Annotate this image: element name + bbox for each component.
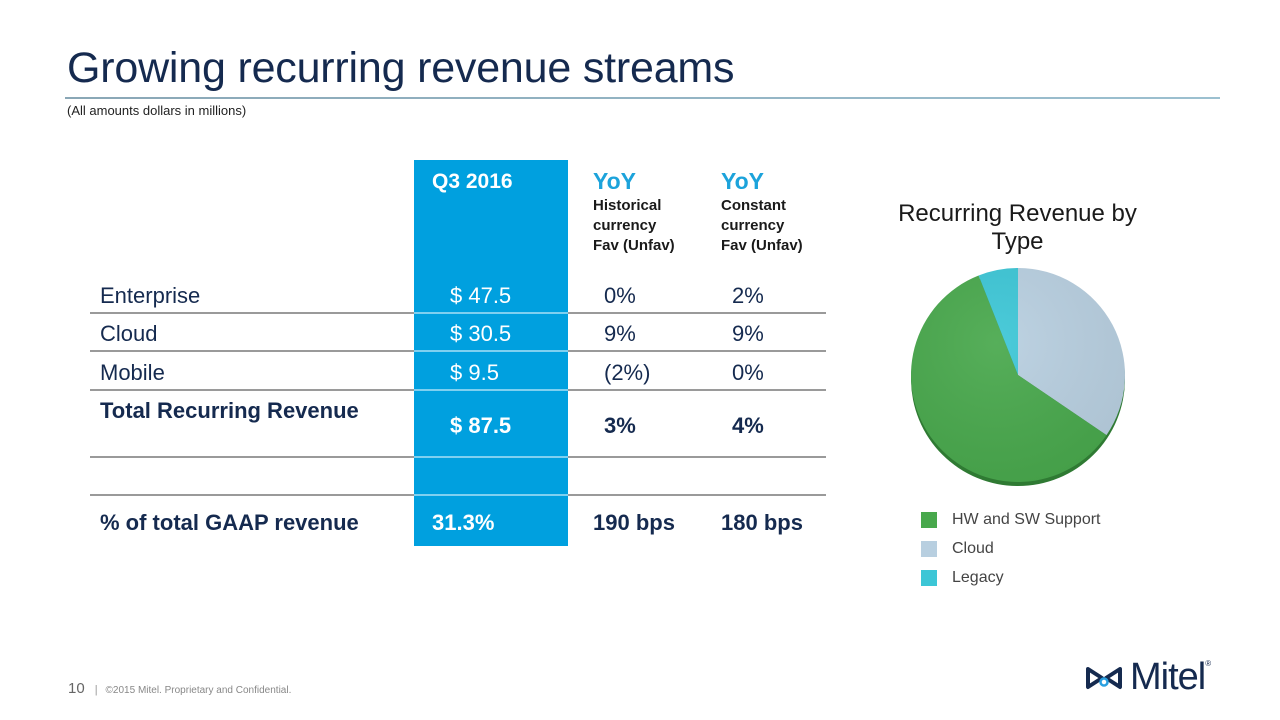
row-label: Mobile (100, 360, 165, 385)
footer-separator: | (94, 684, 98, 696)
row-divider (90, 312, 826, 314)
row-divider (90, 350, 826, 352)
title-divider (65, 97, 1220, 99)
row-label: % of total GAAP revenue (100, 510, 359, 535)
q3-highlight-column (414, 160, 568, 546)
legend-label: HW and SW Support (952, 510, 1101, 528)
legend-item: HW and SW Support (921, 505, 1101, 534)
header-sub-line: Historical (593, 197, 662, 214)
row-divider (90, 494, 826, 496)
legend-swatch (921, 569, 937, 586)
header-yoy-historical-sub: Historical currency Fav (Unfav) (593, 196, 675, 256)
row-label: Cloud (100, 321, 158, 346)
row-yoy-constant: 0% (732, 360, 764, 385)
slide-subtitle: (All amounts dollars in millions) (67, 103, 247, 118)
legend-item: Legacy (921, 563, 1101, 592)
legend-label: Legacy (952, 568, 1004, 586)
pie-chart (910, 268, 1125, 486)
footer: 10 | ©2015 Mitel. Proprietary and Confiden… (68, 680, 291, 697)
row-yoy-constant: 4% (732, 413, 764, 438)
header-yoy-constant-sub: Constant currency Fav (Unfav) (721, 196, 803, 256)
pie-shading (911, 268, 1125, 482)
row-divider-highlight (414, 350, 568, 352)
header-sub-line: Fav (Unfav) (593, 237, 675, 254)
header-yoy-historical: YoY (593, 168, 637, 194)
row-yoy-constant: 2% (732, 283, 764, 308)
header-sub-line: Constant (721, 197, 786, 214)
row-yoy-constant: 180 bps (721, 510, 803, 535)
mitel-wordmark: Mitel (1130, 656, 1206, 698)
row-divider-highlight (414, 389, 568, 391)
row-value: $ 9.5 (450, 360, 499, 385)
header-sub-line: currency (593, 217, 657, 234)
legend-label: Cloud (952, 539, 994, 557)
page-number: 10 (68, 680, 85, 697)
row-value: $ 87.5 (450, 413, 512, 438)
slide-title: Growing recurring revenue streams (67, 44, 735, 92)
row-yoy-historical: 190 bps (593, 510, 675, 535)
chart-title: Recurring Revenue by Type (898, 200, 1137, 255)
row-divider (90, 389, 826, 391)
row-value: $ 30.5 (450, 321, 512, 346)
row-yoy-historical: 3% (604, 413, 636, 438)
mitel-logo: Mitel ® (1084, 656, 1211, 699)
row-yoy-constant: 9% (732, 321, 764, 346)
registered-mark: ® (1205, 659, 1212, 668)
row-yoy-historical: (2%) (604, 360, 651, 385)
header-sub-line: currency (721, 217, 785, 234)
row-yoy-historical: 0% (604, 283, 636, 308)
chart-legend: HW and SW Support Cloud Legacy (921, 505, 1101, 592)
header-sub-line: Fav (Unfav) (721, 237, 803, 254)
legend-swatch (921, 540, 937, 557)
row-divider-highlight (414, 456, 568, 458)
row-divider (90, 456, 826, 458)
row-divider-highlight (414, 312, 568, 314)
mitel-logo-icon (1086, 666, 1122, 689)
header-period: Q3 2016 (432, 170, 513, 193)
legend-swatch (921, 511, 937, 528)
row-label: Total Recurring Revenue (100, 398, 359, 423)
legend-item: Cloud (921, 534, 1101, 563)
row-label: Enterprise (100, 283, 201, 308)
row-yoy-historical: 9% (604, 321, 636, 346)
copyright: ©2015 Mitel. Proprietary and Confidentia… (105, 685, 292, 696)
row-value: 31.3% (432, 510, 495, 535)
row-divider-highlight (414, 494, 568, 496)
header-yoy-constant: YoY (721, 168, 765, 194)
row-value: $ 47.5 (450, 283, 512, 308)
